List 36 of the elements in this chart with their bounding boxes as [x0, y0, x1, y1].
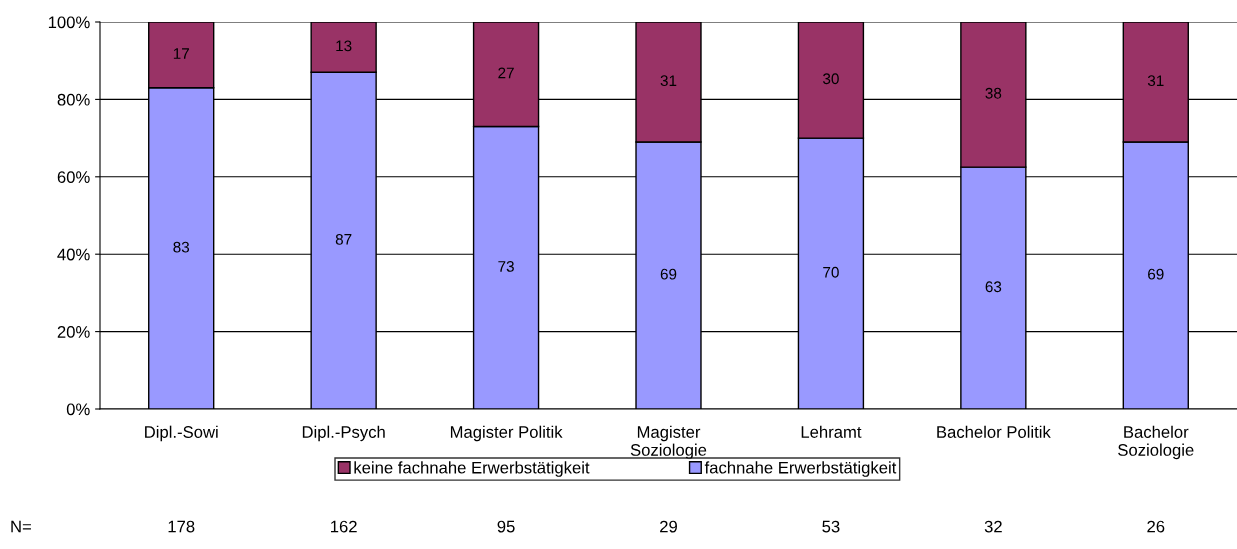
text: 95 — [497, 520, 515, 533]
data-label: 27 — [498, 67, 514, 79]
x-tick-label: Magister Politik — [450, 425, 563, 442]
y-tick-label: 100% — [48, 16, 90, 29]
y-tick-label: 80% — [57, 93, 90, 106]
y-tick-label: 0% — [66, 403, 90, 416]
legend-label: fachnahe Erwerbstätigkeit — [704, 461, 897, 477]
x-tick-label: Lehramt — [801, 425, 862, 438]
y-tick-label: 60% — [57, 171, 90, 183]
text: 53 — [822, 520, 840, 533]
data-label: 13 — [336, 40, 352, 52]
text: 29 — [660, 520, 677, 533]
data-label: 38 — [985, 87, 1002, 99]
text: 162 — [331, 520, 357, 533]
x-tick-label: Dipl.-Psych — [302, 425, 385, 442]
text: 178 — [168, 520, 195, 533]
y-tick-label: 40% — [57, 248, 90, 261]
x-tick-label: Dipl.-Sowi — [145, 425, 218, 442]
data-label: 87 — [335, 233, 352, 245]
data-label: 70 — [823, 266, 839, 278]
data-label: 31 — [1147, 75, 1164, 87]
data-label: 69 — [1148, 268, 1164, 280]
y-tick-label: 20% — [57, 326, 90, 338]
data-label: 83 — [173, 241, 190, 253]
text: 26 — [1147, 520, 1165, 533]
text: N= — [11, 520, 31, 533]
data-label: 69 — [660, 268, 677, 280]
legend-label: keine fachnahe Erwerbstätigkeit — [354, 461, 590, 477]
x-tick-label: Bachelor Politik — [937, 425, 1051, 438]
x-tick-label: Bachelor Soziologie — [1118, 425, 1194, 460]
data-label: 30 — [823, 73, 839, 85]
data-label: 63 — [985, 281, 1002, 293]
data-label: 31 — [660, 75, 677, 87]
data-label: 17 — [173, 48, 189, 59]
text: 32 — [984, 520, 1002, 533]
data-label: 73 — [498, 261, 514, 272]
